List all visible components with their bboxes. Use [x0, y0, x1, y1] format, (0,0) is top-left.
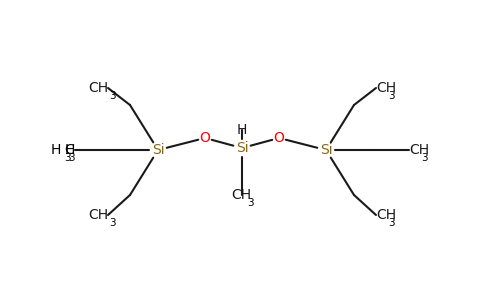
Text: CH: CH [88, 81, 108, 95]
Text: CH: CH [376, 208, 396, 222]
Text: 3: 3 [68, 153, 75, 163]
Text: 3: 3 [389, 91, 395, 101]
Text: CH: CH [376, 81, 396, 95]
Text: 3: 3 [389, 218, 395, 228]
Text: CH: CH [88, 208, 108, 222]
Text: H: H [51, 143, 61, 157]
Text: 3: 3 [422, 153, 428, 163]
Text: 3: 3 [247, 198, 254, 208]
Text: Si: Si [151, 143, 164, 157]
Text: O: O [273, 131, 285, 145]
Text: C: C [64, 143, 74, 157]
Text: 3: 3 [109, 218, 116, 228]
Text: 3: 3 [64, 153, 71, 163]
Text: H: H [65, 143, 75, 157]
Text: CH: CH [409, 143, 429, 157]
Text: Si: Si [320, 143, 333, 157]
Text: 3: 3 [109, 91, 116, 101]
Text: Si: Si [236, 141, 248, 155]
Text: H: H [237, 123, 247, 137]
Text: CH: CH [231, 188, 251, 202]
Text: O: O [199, 131, 211, 145]
